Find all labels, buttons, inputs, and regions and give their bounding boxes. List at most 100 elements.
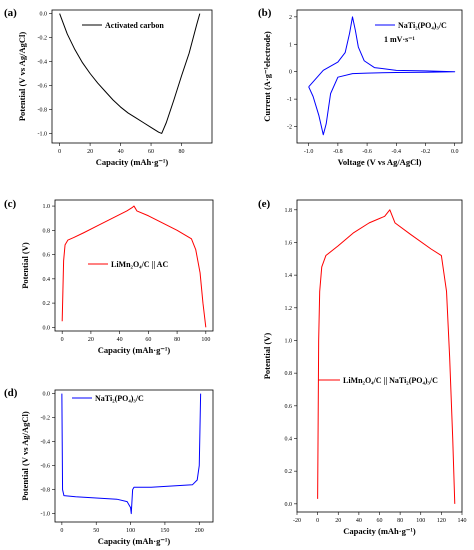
y-tick-label: 1.6 <box>285 240 293 246</box>
plot-frame <box>54 199 214 332</box>
x-axis-label: Capacity (mAh·g⁻¹) <box>343 526 416 536</box>
x-tick-label: 0 <box>58 149 61 155</box>
series-line <box>59 13 201 134</box>
y-tick-label: -1.0 <box>38 131 48 137</box>
y-tick-label: -1 <box>287 97 292 103</box>
x-tick-label: -20 <box>293 518 301 524</box>
x-tick-label: 100 <box>416 518 425 524</box>
x-tick-label: 100 <box>126 528 135 534</box>
y-axis-label: Potential (V vs Ag/AgCl) <box>20 411 30 500</box>
series-line <box>61 393 202 515</box>
x-tick-label: 50 <box>93 528 99 534</box>
annotation-text: 1 mV·s⁻¹ <box>384 35 415 44</box>
x-tick-label: 60 <box>377 518 383 524</box>
x-tick-label: 80 <box>174 337 180 343</box>
y-tick-label: 0.6 <box>43 253 51 259</box>
x-axis-label: Capacity (mAh·g⁻¹) <box>98 345 171 355</box>
y-tick-label: 0.4 <box>285 436 293 442</box>
plot-frame <box>296 9 463 144</box>
y-tick-label: 0.2 <box>285 469 293 475</box>
x-tick-label: 120 <box>437 518 446 524</box>
legend-label: LiMn₂O₄/C || AC <box>111 260 168 269</box>
x-tick-label: 20 <box>88 337 94 343</box>
panel-d: (d) 0 50 100 150 200 0.0 -0.2 -0.4 -0.6 -0.8 -1.0 Ca… <box>4 387 214 546</box>
panel-label: (e) <box>258 198 271 210</box>
legend-label: Activated carbon <box>105 21 164 30</box>
y-tick-label: -0.4 <box>38 60 48 66</box>
y-tick-label: 1 <box>289 42 292 48</box>
y-tick-label: 2 <box>289 15 292 21</box>
y-tick-label: -1.0 <box>41 512 51 518</box>
legend-label: NaTi₂(PO₄)₃/C <box>398 21 447 30</box>
y-tick-label: -0.6 <box>41 464 51 470</box>
x-tick-label: 80 <box>179 149 185 155</box>
panel-b: (b) -1.0 -0.8 -0.6 -0.4 -0.2 0.0 -2 -1 0 1 2 Voltage… <box>258 7 463 167</box>
x-tick-label: 60 <box>145 337 151 343</box>
y-tick-label: 1.4 <box>285 273 293 279</box>
y-axis-label: Potential (V vs Ag/AgCl) <box>17 32 27 121</box>
x-tick-label: 140 <box>458 518 467 524</box>
y-tick-label: 0.2 <box>43 301 51 307</box>
series-line <box>317 209 456 504</box>
y-tick-label: -0.4 <box>41 440 51 446</box>
y-tick-label: -0.2 <box>38 36 48 42</box>
x-tick-label: 0 <box>61 337 64 343</box>
series-line <box>61 205 207 328</box>
y-tick-label: -0.8 <box>38 107 48 113</box>
panel-label: (c) <box>4 198 17 210</box>
y-tick-label: 1.8 <box>285 208 293 214</box>
plot-frame <box>296 199 463 513</box>
y-tick-label: 0.0 <box>43 392 51 398</box>
y-tick-label: -0.6 <box>38 83 48 89</box>
panel-e: (e) -20 0 20 40 60 80 100 120 140 0.0 0.2 0.4 0.6 0.8 1… <box>258 198 467 536</box>
panel-label: (a) <box>4 7 17 19</box>
y-tick-label: 0.6 <box>285 404 293 410</box>
x-axis-label: Capacity (mAh·g⁻¹) <box>98 536 171 546</box>
x-tick-label: 0 <box>316 518 319 524</box>
x-tick-label: 150 <box>160 528 169 534</box>
x-tick-label: -1.0 <box>304 149 314 155</box>
x-tick-label: 40 <box>356 518 362 524</box>
y-tick-label: 0.0 <box>285 502 293 508</box>
y-tick-label: 0 <box>289 70 292 76</box>
y-tick-label: -2 <box>287 125 292 131</box>
panel-a: (a) 0 20 40 60 80 0.0 -0.2 -0.4 -0.6 -0.8 -1.0 Capac… <box>4 7 213 167</box>
y-tick-label: -0.8 <box>41 488 51 494</box>
x-tick-label: 40 <box>118 149 124 155</box>
x-axis-label: Voltage (V vs Ag/AgCl) <box>338 157 422 167</box>
x-tick-label: 40 <box>117 337 123 343</box>
x-tick-label: 100 <box>201 337 210 343</box>
x-tick-label: 200 <box>195 528 204 534</box>
y-tick-label: 0.0 <box>43 325 51 331</box>
panel-label: (d) <box>4 387 18 399</box>
x-tick-label: 20 <box>335 518 341 524</box>
panel-c: (c) 0 20 40 60 80 100 0.0 0.2 0.4 0.6 0.8 1.0 Capacit… <box>4 198 214 355</box>
y-axis-label: Potential (V) <box>262 333 272 380</box>
y-tick-label: 0.0 <box>40 12 48 18</box>
x-tick-label: -0.6 <box>362 149 372 155</box>
x-tick-label: 0.0 <box>451 149 459 155</box>
y-axis-label: Current (A·g⁻¹electrode) <box>262 31 272 122</box>
x-tick-label: 80 <box>397 518 403 524</box>
y-tick-label: 0.4 <box>43 277 51 283</box>
y-tick-label: 0.8 <box>285 371 293 377</box>
panel-label: (b) <box>258 7 272 19</box>
y-axis-label: Potential (V) <box>20 242 30 289</box>
plot-frame <box>54 389 214 523</box>
x-tick-label: 0 <box>60 528 63 534</box>
y-tick-label: 1.0 <box>285 338 293 344</box>
y-tick-label: -0.2 <box>41 416 51 422</box>
y-tick-label: 0.8 <box>43 228 51 234</box>
x-axis-label: Capacity (mAh·g⁻¹) <box>96 157 169 167</box>
y-tick-label: 1.2 <box>285 306 293 312</box>
x-tick-label: -0.8 <box>333 149 343 155</box>
x-tick-label: -0.2 <box>421 149 431 155</box>
plot-frame <box>51 9 213 144</box>
series-line <box>308 16 456 136</box>
legend-label: LiMn₂O₄/C || NaTi₂(PO₄)₃/C <box>343 376 438 385</box>
x-tick-label: 20 <box>87 149 93 155</box>
x-tick-label: 60 <box>148 149 154 155</box>
x-tick-label: -0.4 <box>392 149 402 155</box>
y-tick-label: 1.0 <box>43 204 51 210</box>
